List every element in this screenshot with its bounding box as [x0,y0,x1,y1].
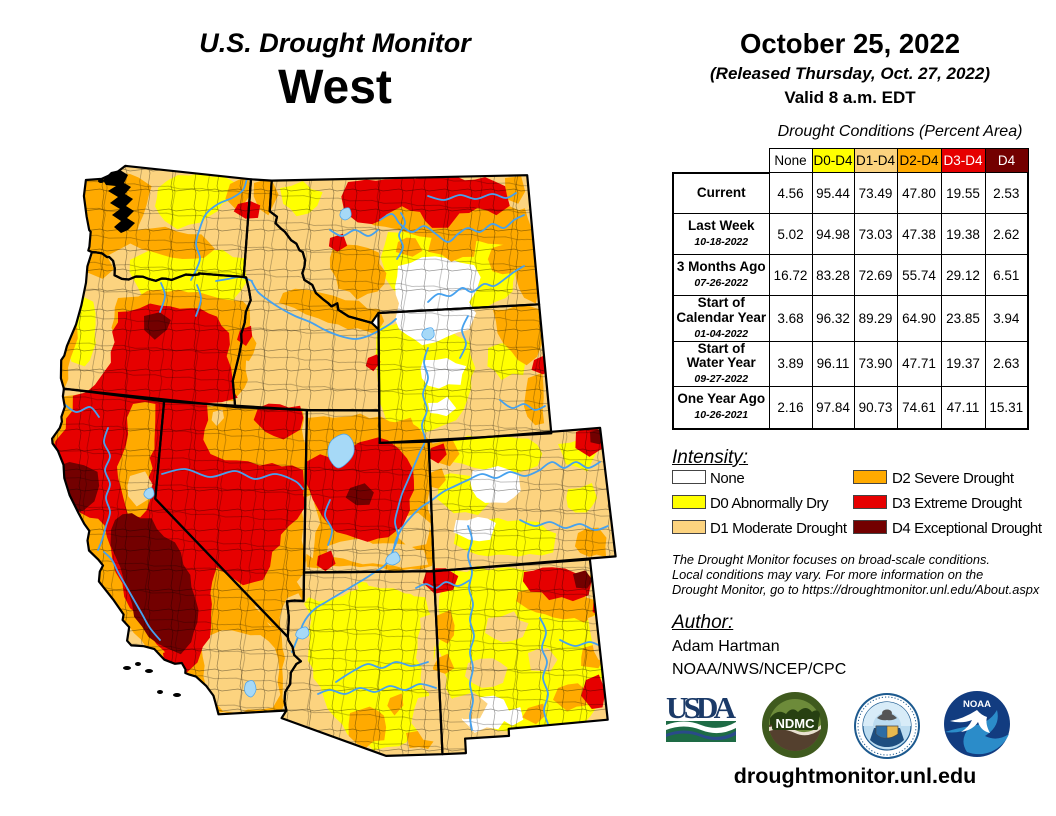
svg-text:NOAA: NOAA [963,699,991,710]
svg-text:USDA: USDA [666,690,737,725]
svg-text:NDMC: NDMC [776,716,816,731]
